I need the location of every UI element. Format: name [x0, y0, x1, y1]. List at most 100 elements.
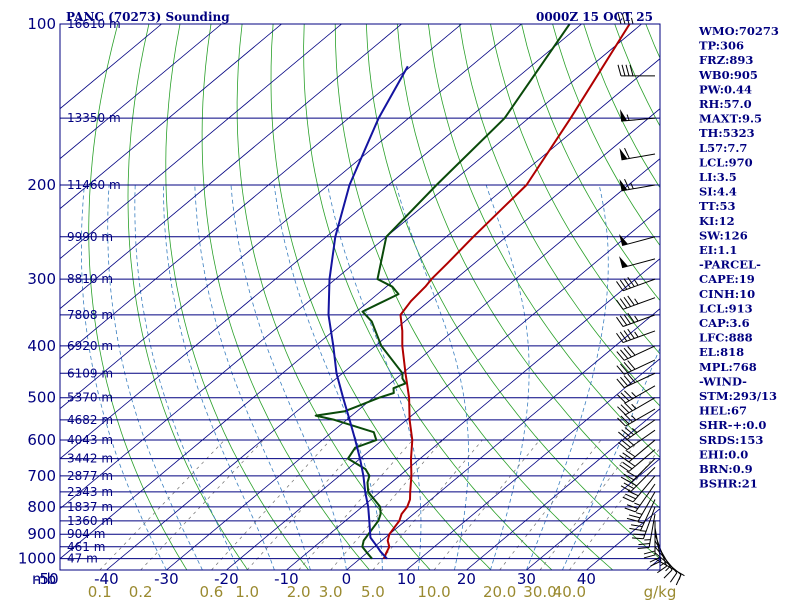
moist-adiabat-line: [395, 184, 470, 570]
index-row: EHI:0.0: [699, 447, 748, 461]
wind-barb-flag: [623, 482, 635, 490]
wind-barb-flag: [620, 404, 630, 414]
profile-layer: [314, 24, 631, 560]
wind-barb-flag: [622, 452, 633, 460]
dry-adiabat-line: [127, 24, 249, 570]
wind-barb-flag: [619, 331, 628, 342]
temperature-tick-label: -30: [154, 570, 179, 588]
mixing-ratio-line: [330, 439, 443, 570]
wind-barb-staff: [625, 397, 656, 416]
index-row: TH:5323: [699, 126, 755, 140]
pressure-tick-label: 300: [27, 270, 56, 288]
wind-barb-half-flag: [631, 392, 637, 398]
moist-adiabat-line: [273, 184, 383, 570]
wind-barb-staff: [622, 314, 656, 327]
temperature-tick-label: 20: [457, 570, 476, 588]
wind-barb-staff: [622, 278, 656, 292]
mixing-ratio-line: [569, 447, 660, 570]
wind-barb-flag: [624, 390, 633, 400]
wind-barb-flag: [619, 464, 630, 472]
mixing-ratio-label: 0.2: [129, 583, 153, 600]
wind-barb-flag: [622, 496, 634, 503]
pressure-tick-label: 500: [27, 389, 56, 407]
wind-barb-half-flag: [631, 17, 634, 25]
dry-adiabat-line: [270, 24, 492, 570]
temperature-tick-label: 10: [397, 570, 416, 588]
mixing-ratio-label: 5.0: [361, 583, 385, 600]
wind-barb-half-flag: [631, 428, 638, 433]
mixing-ratio-line: [298, 439, 413, 570]
moist-adiabat-line: [81, 184, 167, 570]
dry-adiabat-line: [552, 24, 660, 247]
index-row: EI:1.1: [699, 243, 737, 257]
pressure-tick-label: 200: [27, 176, 56, 194]
isotherm-line: [60, 24, 642, 510]
wind-barb-flag: [675, 574, 682, 586]
index-row: SRDS:153: [699, 433, 763, 447]
moist-adiabat-line: [107, 184, 203, 570]
wind-barb: [620, 109, 656, 122]
wind-barb: [622, 475, 656, 503]
pressure-tick-label: 1000: [18, 550, 56, 568]
dry-adiabat-line: [490, 24, 660, 355]
wind-barb-pennant: [620, 109, 628, 122]
wind-barb-flag: [616, 378, 625, 388]
wind-barb: [643, 520, 656, 559]
height-label: 4682 m: [67, 413, 113, 427]
mixing-ratio-unit-label: g/kg: [644, 583, 677, 600]
wind-barb-flag: [623, 347, 632, 358]
pressure-tick-label: 400: [27, 337, 56, 355]
isotherm-line: [466, 408, 660, 570]
dry-adiabat-line: [428, 24, 660, 458]
chart-datetime: 0000Z 15 OCT 25: [536, 10, 653, 24]
wind-barb-flag: [626, 504, 638, 510]
grid-layer: [60, 24, 660, 570]
wind-barb-half-flag: [634, 502, 641, 506]
wind-barb-flag: [616, 351, 625, 361]
index-row: MAXT:9.5: [699, 112, 762, 126]
height-label: 461 m: [67, 540, 105, 554]
wind-barb-flag: [616, 365, 625, 375]
wind-barb-staff: [623, 345, 656, 361]
wind-barb-staff: [623, 372, 656, 389]
wind-barb-half-flag: [631, 403, 637, 410]
wind-barb-pennant: [619, 256, 628, 268]
wind-barb: [619, 256, 656, 269]
plot-frame: [59, 23, 661, 571]
wind-barb-flag: [631, 537, 644, 540]
wind-barb-flag: [624, 178, 630, 190]
wind-barb: [617, 397, 656, 416]
wind-barb-flag: [624, 402, 633, 412]
wind-barb-half-flag: [634, 279, 639, 286]
wind-barb-flag: [643, 554, 656, 559]
wind-barb-staff: [632, 475, 656, 503]
dry-adiabat-line: [521, 24, 660, 302]
temperature-tick-label: -20: [214, 570, 239, 588]
wind-barb-staff: [628, 439, 656, 463]
height-label: 9990 m: [67, 230, 113, 244]
wind-barb: [619, 233, 656, 247]
wind-barb-flag: [627, 295, 635, 306]
wind-barb-flag: [620, 476, 632, 484]
wind-barb-half-flag: [639, 530, 647, 532]
isotherm-line: [226, 208, 660, 570]
pressure-tick-label: 600: [27, 431, 56, 449]
index-row: WB0:905: [698, 68, 758, 82]
moist-adiabat-line: [526, 184, 609, 570]
wind-barb: [616, 328, 656, 344]
wind-barb-half-flag: [634, 315, 639, 322]
isotherm-line: [60, 24, 282, 210]
wind-barb-staff: [628, 449, 656, 472]
wind-barb-half-flag: [665, 566, 671, 572]
wind-barb-flag: [624, 147, 630, 159]
wind-barb-flag: [649, 556, 661, 563]
wind-barb-flag: [638, 543, 650, 546]
dry-adiabat-line: [396, 24, 660, 509]
wind-barb-staff: [640, 499, 656, 531]
moist-adiabat-line: [230, 184, 347, 570]
mixing-ratio-label: 2.0: [287, 583, 311, 600]
mixing-ratio-line: [140, 439, 264, 570]
mixing-ratio-label: 40.0: [553, 583, 586, 600]
